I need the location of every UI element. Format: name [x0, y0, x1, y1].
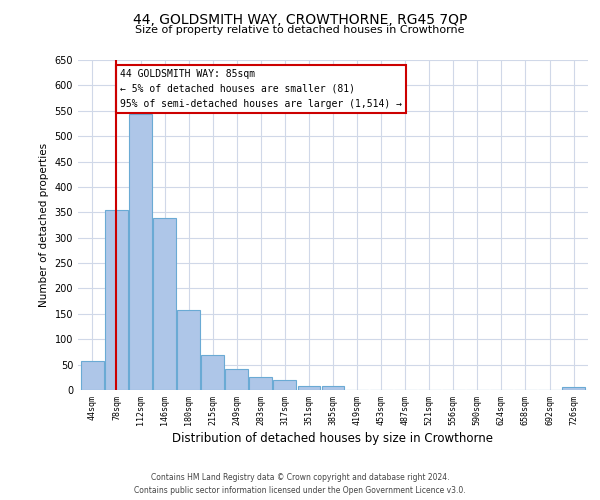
Y-axis label: Number of detached properties: Number of detached properties [39, 143, 49, 307]
Bar [81, 360, 104, 390]
Bar [153, 218, 176, 390]
Bar [105, 210, 128, 390]
Text: 44, GOLDSMITH WAY, CROWTHORNE, RG45 7QP: 44, GOLDSMITH WAY, CROWTHORNE, RG45 7QP [133, 12, 467, 26]
Bar [129, 114, 152, 390]
Bar [322, 386, 344, 390]
Bar [298, 386, 320, 390]
Bar [201, 356, 224, 390]
Bar [250, 378, 272, 390]
Text: 44 GOLDSMITH WAY: 85sqm
← 5% of detached houses are smaller (81)
95% of semi-det: 44 GOLDSMITH WAY: 85sqm ← 5% of detached… [120, 69, 402, 108]
Bar [274, 380, 296, 390]
X-axis label: Distribution of detached houses by size in Crowthorne: Distribution of detached houses by size … [173, 432, 493, 445]
Text: Contains HM Land Registry data © Crown copyright and database right 2024.
Contai: Contains HM Land Registry data © Crown c… [134, 474, 466, 495]
Bar [177, 310, 200, 390]
Bar [562, 388, 585, 390]
Text: Size of property relative to detached houses in Crowthorne: Size of property relative to detached ho… [135, 25, 465, 35]
Bar [226, 368, 248, 390]
